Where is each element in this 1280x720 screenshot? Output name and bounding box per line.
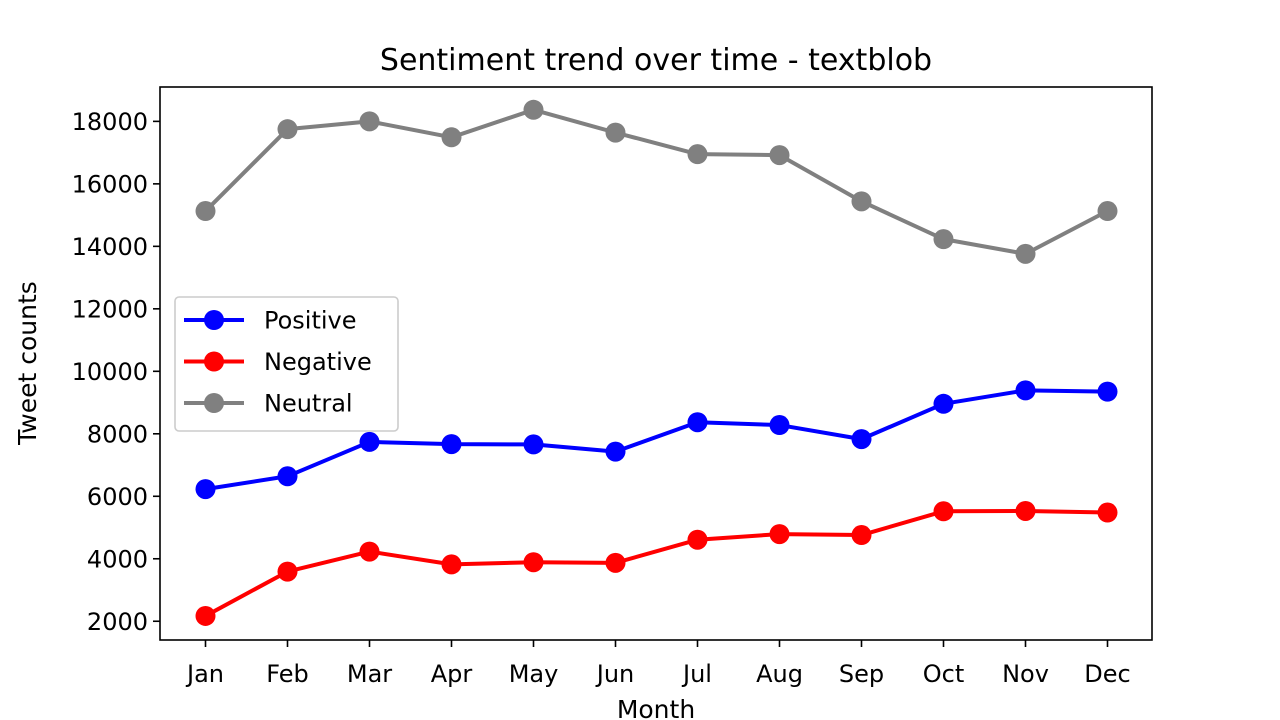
x-tick-label: Jul xyxy=(681,660,712,688)
data-point-negative xyxy=(195,605,216,626)
y-tick-label: 14000 xyxy=(72,233,148,261)
y-tick-label: 18000 xyxy=(72,108,148,136)
series-positive xyxy=(195,380,1118,500)
x-tick-label: Feb xyxy=(266,660,309,688)
data-point-positive xyxy=(195,479,216,500)
data-point-neutral xyxy=(359,111,380,132)
legend-box xyxy=(174,296,399,432)
data-point-neutral xyxy=(1097,201,1118,222)
data-point-positive xyxy=(523,434,544,455)
legend-label-neutral: Neutral xyxy=(264,390,353,418)
data-point-positive xyxy=(1097,381,1118,402)
data-point-negative xyxy=(769,524,790,545)
data-point-positive xyxy=(359,431,380,452)
y-tick-label: 10000 xyxy=(72,358,148,386)
series-line-negative xyxy=(204,508,1108,618)
y-tick-label: 6000 xyxy=(87,483,148,511)
legend-label-negative: Negative xyxy=(264,348,372,376)
data-point-negative xyxy=(277,561,298,582)
data-point-positive xyxy=(1015,380,1036,401)
data-point-negative xyxy=(441,554,462,575)
data-point-positive xyxy=(605,441,626,462)
y-tick-label: 4000 xyxy=(87,545,148,573)
x-axis: Jan Feb Mar Apr May Jun Jul Aug Sep Oct Nov Dec xyxy=(185,640,1131,688)
legend: Positive Negative Neutral xyxy=(174,296,399,432)
x-tick-label: Jan xyxy=(185,660,224,688)
y-tick-label: 12000 xyxy=(72,295,148,323)
data-point-negative xyxy=(359,541,380,562)
legend-label-positive: Positive xyxy=(264,307,357,335)
data-point-negative xyxy=(523,552,544,573)
data-point-negative xyxy=(687,529,708,550)
x-axis-label: Month xyxy=(617,695,695,720)
data-point-positive xyxy=(933,393,954,414)
data-point-neutral xyxy=(769,145,790,166)
data-point-negative xyxy=(1015,500,1036,521)
x-tick-label: Dec xyxy=(1084,660,1130,688)
x-tick-label: May xyxy=(509,660,559,688)
data-point-neutral xyxy=(687,144,708,165)
legend-marker-negative xyxy=(204,351,224,372)
series-line-positive xyxy=(205,388,1108,492)
data-point-neutral xyxy=(277,119,298,140)
series-line-neutral xyxy=(204,107,1109,256)
data-point-negative xyxy=(933,501,954,522)
x-tick-label: Apr xyxy=(431,660,473,688)
data-point-positive xyxy=(441,434,462,455)
legend-marker-positive xyxy=(204,310,224,330)
data-point-negative xyxy=(851,525,872,546)
data-point-negative xyxy=(605,552,626,573)
legend-marker-neutral xyxy=(204,393,224,413)
x-tick-label: Sep xyxy=(839,660,884,688)
x-tick-label: Aug xyxy=(756,660,803,688)
x-tick-label: Jun xyxy=(595,660,635,688)
data-point-neutral xyxy=(1015,243,1036,264)
x-tick-label: Mar xyxy=(347,660,392,688)
data-point-positive xyxy=(687,412,708,433)
data-point-positive xyxy=(769,415,790,436)
chart-title: Sentiment trend over time - textblob xyxy=(380,43,932,78)
y-tick-label: 2000 xyxy=(87,608,148,636)
series-layer xyxy=(195,99,1118,626)
data-point-neutral xyxy=(441,127,462,148)
legend-item-neutral: Neutral xyxy=(184,390,353,418)
y-tick-label: 16000 xyxy=(72,170,148,198)
y-axis-label: Tweet counts xyxy=(13,281,42,446)
x-tick-label: Nov xyxy=(1002,660,1049,688)
data-point-neutral xyxy=(605,122,626,143)
data-point-positive xyxy=(851,429,872,450)
legend-item-negative: Negative xyxy=(184,348,372,376)
series-neutral xyxy=(195,99,1118,264)
series-negative xyxy=(195,500,1118,626)
data-point-neutral xyxy=(933,229,954,250)
data-point-neutral xyxy=(851,191,872,212)
y-tick-label: 8000 xyxy=(87,420,148,448)
x-tick-label: Oct xyxy=(923,660,965,688)
y-axis: 2000 4000 6000 8000 10000 12000 14000 16000 1800… xyxy=(72,108,160,636)
data-point-neutral xyxy=(523,99,544,120)
plot-area-frame xyxy=(159,86,1153,641)
data-point-neutral xyxy=(195,201,216,222)
data-point-negative xyxy=(1097,502,1118,523)
legend-item-positive: Positive xyxy=(184,307,357,335)
data-point-positive xyxy=(277,466,298,487)
